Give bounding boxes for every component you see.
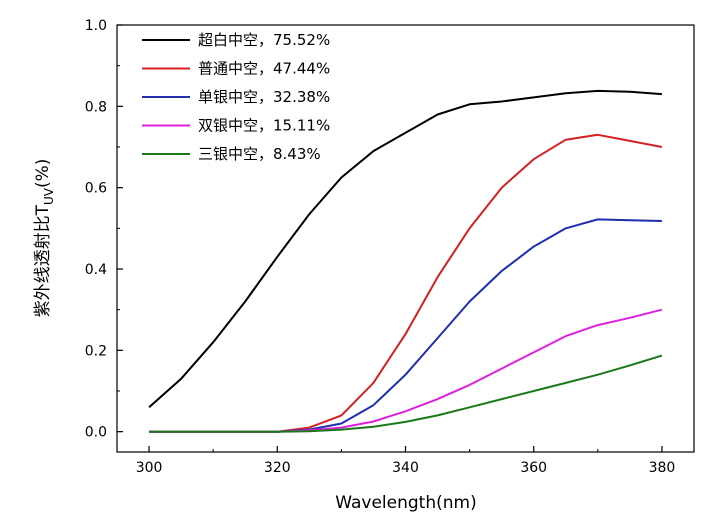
series-line-1: [149, 133, 663, 433]
y-tick-label: 0.0: [85, 425, 107, 441]
legend-label: 双银中空，15.11%: [198, 117, 330, 135]
legend-label: 超白中空，75.52%: [198, 31, 330, 49]
legend-item: 三银中空，8.43%: [142, 145, 321, 163]
y-tick-label: 0.6: [85, 181, 107, 197]
legend: 超白中空，75.52% 普通中空，47.44% 单银中空，32.38% 双银中空，15…: [142, 31, 330, 163]
y-tick-label: 1.0: [85, 18, 107, 34]
legend-label: 普通中空，47.44%: [198, 60, 330, 78]
y-axis-title-main: 紫外线透射比T: [33, 204, 53, 317]
x-tick-label: 300: [136, 460, 163, 476]
legend-item: 单银中空，32.38%: [142, 88, 330, 106]
y-tick-label: 0.4: [85, 262, 107, 278]
y-axis-title-subscript: UV: [42, 187, 56, 205]
svg-text:紫外线透射比TUV(%): 紫外线透射比TUV(%): [33, 159, 56, 318]
y-tick-label: 0.8: [85, 99, 107, 115]
y-axis-title: 紫外线透射比TUV(%): [33, 159, 56, 318]
x-axis: 300 320 340 360 380: [136, 446, 676, 476]
legend-item: 普通中空，47.44%: [142, 60, 330, 78]
legend-item: 超白中空，75.52%: [142, 31, 330, 49]
x-tick-label: 340: [392, 460, 419, 476]
legend-label: 三银中空，8.43%: [198, 145, 321, 163]
series-line-3: [149, 308, 663, 433]
legend-label: 单银中空，32.38%: [198, 88, 330, 106]
x-tick-label: 360: [520, 460, 547, 476]
x-tick-label: 320: [264, 460, 291, 476]
x-axis-title: Wavelength(nm): [335, 493, 476, 513]
series-lines: [148, 89, 663, 433]
legend-item: 双银中空，15.11%: [142, 117, 330, 135]
series-line-4: [149, 354, 663, 433]
y-axis: 0.0 0.2 0.4 0.6 0.8 1.0: [85, 18, 123, 441]
y-axis-title-unit: (%): [33, 159, 53, 188]
y-tick-label: 0.2: [85, 343, 107, 359]
series-line-0: [148, 89, 662, 409]
x-tick-label: 380: [649, 460, 676, 476]
